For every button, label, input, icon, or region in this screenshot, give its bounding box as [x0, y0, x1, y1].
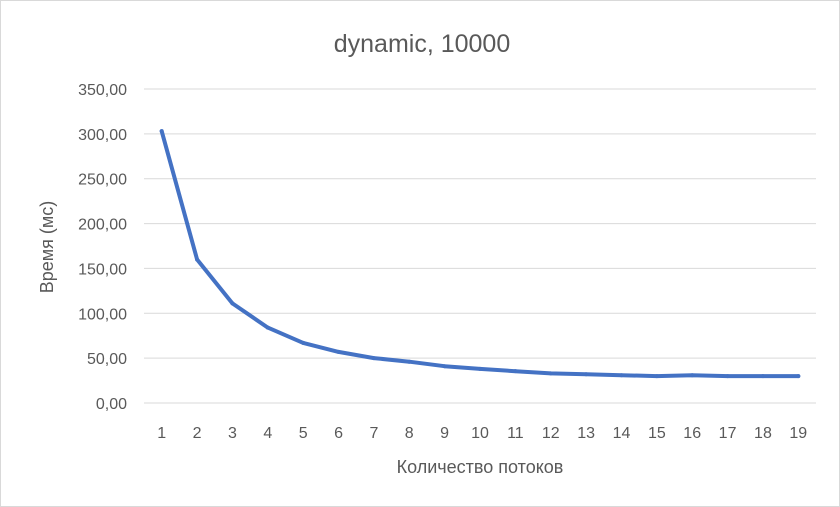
- data-point: [513, 369, 518, 374]
- x-tick-label: 15: [648, 425, 666, 442]
- data-point: [619, 373, 624, 378]
- y-tick-label: 0,00: [96, 396, 127, 413]
- x-tick-label: 11: [507, 425, 524, 442]
- x-tick-label: 5: [299, 425, 308, 442]
- x-tick-label: 9: [440, 425, 449, 442]
- x-tick-label: 18: [754, 425, 772, 442]
- x-tick-label: 1: [157, 425, 166, 442]
- x-tick-label: 17: [719, 425, 737, 442]
- data-point: [336, 349, 341, 354]
- data-point: [796, 374, 801, 379]
- series-lines: [159, 129, 801, 379]
- x-axis-label: Количество потоков: [397, 457, 564, 477]
- data-point: [690, 373, 695, 378]
- data-point: [230, 301, 235, 306]
- data-point: [442, 364, 447, 369]
- y-tick-label: 200,00: [78, 217, 127, 234]
- data-point: [725, 374, 730, 379]
- y-tick-label: 300,00: [78, 127, 127, 144]
- y-tick-label: 350,00: [78, 82, 127, 99]
- x-tick-label: 12: [542, 425, 560, 442]
- data-point: [371, 356, 376, 361]
- data-point: [195, 257, 200, 262]
- data-point: [548, 371, 553, 376]
- x-tick-label: 16: [683, 425, 701, 442]
- data-point: [478, 366, 482, 371]
- chart-title: dynamic, 10000: [334, 30, 511, 58]
- series-line-0: [159, 129, 801, 379]
- y-tick-label: 100,00: [78, 306, 127, 323]
- data-point: [407, 359, 412, 364]
- y-tick-label: 150,00: [78, 261, 127, 278]
- y-axis-tick-labels: 0,00 50,00 100,00 150,00 200,00 250,00 300,00 3…: [78, 82, 127, 413]
- data-point: [654, 374, 659, 379]
- x-tick-label: 14: [613, 425, 631, 442]
- x-tick-label: 3: [228, 425, 237, 442]
- gridlines: [144, 88, 816, 404]
- x-tick-label: 2: [193, 425, 202, 442]
- data-point: [584, 372, 589, 377]
- y-tick-label: 250,00: [78, 172, 127, 189]
- data-point: [760, 374, 765, 379]
- x-tick-label: 13: [577, 425, 595, 442]
- x-tick-label: 7: [369, 425, 378, 442]
- x-tick-label: 19: [789, 425, 807, 442]
- x-axis-tick-labels: 1 2 3 4 5 6 7 8 9 10 11 12 13 14 15 16 17 18 19: [157, 425, 807, 442]
- x-tick-label: 6: [334, 425, 343, 442]
- data-point: [159, 129, 164, 134]
- data-point: [265, 325, 270, 330]
- x-tick-label: 10: [471, 425, 489, 442]
- y-axis-label: Время (мс): [37, 201, 57, 294]
- data-point: [301, 340, 306, 345]
- x-tick-label: 4: [263, 425, 272, 442]
- x-tick-label: 8: [405, 425, 414, 442]
- y-tick-label: 50,00: [87, 351, 127, 368]
